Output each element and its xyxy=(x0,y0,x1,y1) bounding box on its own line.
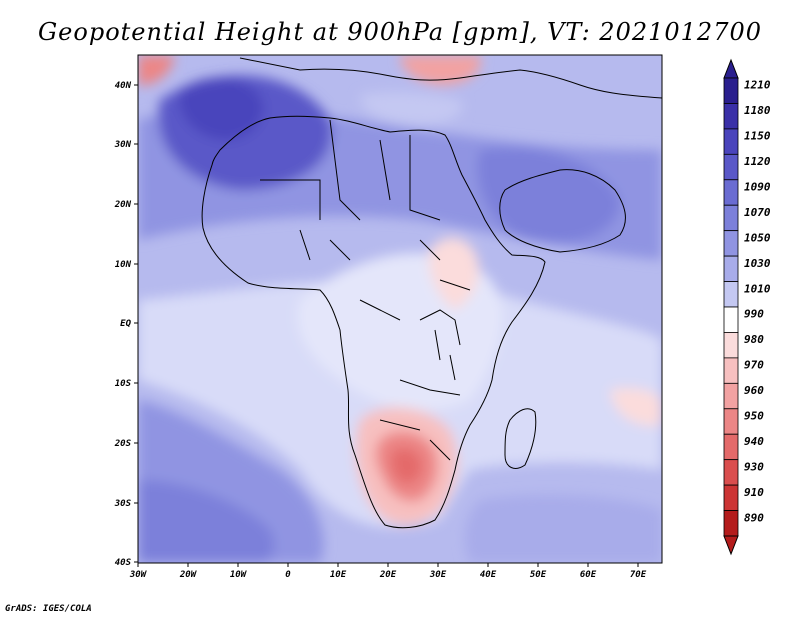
lon-tick-label: 70E xyxy=(630,570,647,580)
map-title: Geopotential Height at 900hPa [gpm], VT:… xyxy=(38,18,762,46)
colorbar-swatch xyxy=(723,382,739,410)
colorbar-level-label: 970 xyxy=(744,359,764,372)
colorbar-level-label: 1090 xyxy=(744,181,771,194)
colorbar-level-label: 1180 xyxy=(744,104,771,117)
lon-tick-label: 30W xyxy=(129,570,148,580)
lat-tick-label: 20N xyxy=(114,200,132,210)
colorbar-swatch xyxy=(723,510,739,537)
colorbar-level-label: 890 xyxy=(744,511,764,524)
colorbar-level-label: 1070 xyxy=(744,206,771,219)
map-frame xyxy=(137,54,663,564)
lat-tick-label: 40S xyxy=(115,558,132,568)
colorbar-swatch xyxy=(723,128,739,155)
colorbar-swatch xyxy=(723,459,739,486)
colorbar-swatch xyxy=(723,204,739,232)
lon-tick-label: 30E xyxy=(429,570,447,580)
colorbar-swatch xyxy=(723,408,739,435)
colorbar-level-label: 1010 xyxy=(744,282,771,295)
colorbar-level-label: 950 xyxy=(744,410,764,423)
colorbar-swatch xyxy=(723,179,739,206)
colorbar-swatch xyxy=(723,103,739,130)
lat-tick-label: 10N xyxy=(115,260,132,270)
colorbar-swatch xyxy=(723,433,739,461)
colorbar-level-label: 1050 xyxy=(744,231,771,244)
colorbar-arrow-top xyxy=(723,58,739,79)
lat-axis xyxy=(134,84,138,563)
lat-tick-label: EQ xyxy=(120,319,131,329)
footer-credit: GrADS: IGES/COLA xyxy=(5,604,92,614)
lon-tick-label: 50E xyxy=(530,570,547,580)
lon-tick-label: 40E xyxy=(480,570,497,580)
height-field xyxy=(138,55,662,563)
colorbar-swatch xyxy=(723,77,739,104)
lon-tick-label: 10W xyxy=(230,570,248,580)
colorbar-arrow-bottom xyxy=(723,535,739,556)
lon-axis xyxy=(137,563,639,567)
colorbar-level-label: 1030 xyxy=(744,257,771,270)
colorbar-level-label: 910 xyxy=(744,486,764,499)
colorbar-swatch xyxy=(723,230,739,257)
colorbar-level-label: 1210 xyxy=(744,79,771,92)
colorbar-swatch xyxy=(723,255,739,282)
lat-tick-label: 20S xyxy=(114,439,132,449)
lon-tick-label: 0 xyxy=(285,570,291,580)
lon-tick-label: 10E xyxy=(330,570,347,580)
colorbar: 1210 1180 1150 1120 1090 1070 1050 1030 1010 990 9… xyxy=(723,58,771,556)
colorbar-level-label: 1150 xyxy=(744,130,771,143)
colorbar-level-label: 1120 xyxy=(744,155,771,168)
colorbar-level-label: 930 xyxy=(744,460,764,473)
lat-tick-label: 10S xyxy=(115,379,132,389)
colorbar-swatch xyxy=(723,484,739,511)
lat-tick-label: 30N xyxy=(114,140,132,150)
lat-tick-label: 40N xyxy=(115,81,132,91)
lat-tick-label: 30S xyxy=(114,499,132,509)
lon-tick-label: 20E xyxy=(379,570,397,580)
colorbar-swatch xyxy=(723,357,739,384)
colorbar-level-label: 940 xyxy=(744,435,764,448)
colorbar-swatch xyxy=(723,153,739,181)
colorbar-swatch xyxy=(723,281,739,308)
colorbar-swatch xyxy=(723,306,739,333)
colorbar-swatch xyxy=(723,332,739,359)
colorbar-level-label: 990 xyxy=(744,308,764,321)
lon-tick-label: 20W xyxy=(179,570,198,580)
lon-tick-label: 60E xyxy=(580,570,597,580)
colorbar-level-label: 960 xyxy=(744,384,764,397)
colorbar-level-label: 980 xyxy=(744,333,764,346)
